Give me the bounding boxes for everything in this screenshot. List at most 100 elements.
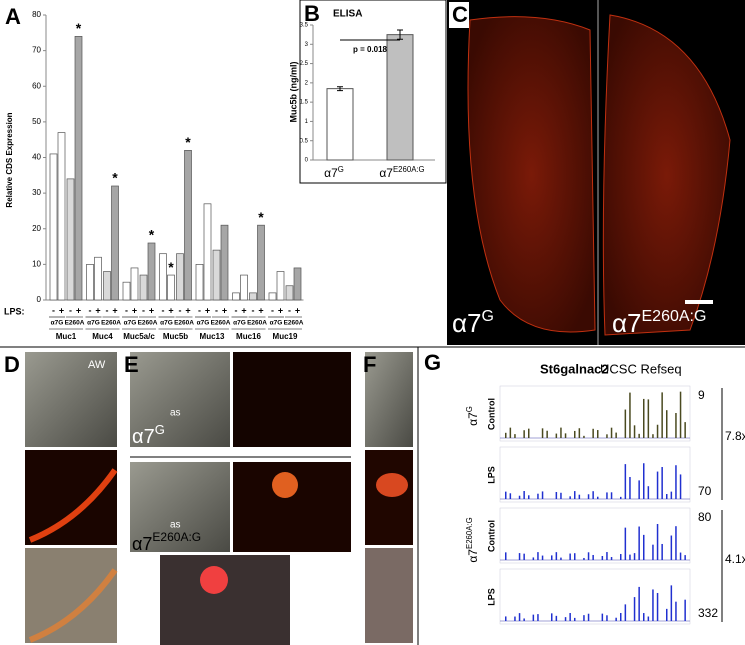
coverage bbox=[546, 430, 548, 438]
bar bbox=[249, 292, 257, 301]
condition-label: Control bbox=[486, 398, 496, 430]
condition-label: Control bbox=[486, 520, 496, 552]
group-label: E260A bbox=[284, 320, 304, 327]
coverage bbox=[633, 597, 636, 621]
lps-sign: - bbox=[162, 305, 165, 315]
coverage bbox=[633, 425, 636, 438]
coverage bbox=[661, 467, 663, 499]
significance: * bbox=[112, 170, 118, 186]
panel-letter: C bbox=[452, 2, 468, 27]
group-label: E260A bbox=[101, 320, 121, 327]
panel-letter: G bbox=[424, 350, 441, 375]
group-label: E260A bbox=[65, 320, 85, 327]
coverage bbox=[647, 486, 650, 499]
x-tick-label: Muc13 bbox=[200, 332, 225, 341]
coverage bbox=[624, 527, 627, 560]
lumen-label: as bbox=[170, 408, 181, 419]
lps-sign: + bbox=[185, 305, 190, 315]
coverage bbox=[652, 434, 654, 438]
genotype-label: α7E260A:G bbox=[612, 308, 706, 338]
lps-sign: + bbox=[112, 305, 117, 315]
lumen-label: AW bbox=[88, 359, 106, 371]
coverage bbox=[514, 616, 516, 621]
lps-sign: - bbox=[288, 305, 291, 315]
lps-sign: - bbox=[125, 305, 128, 315]
coverage bbox=[518, 495, 521, 499]
bar bbox=[94, 256, 102, 301]
group-label: α7G bbox=[124, 320, 137, 327]
coverage bbox=[569, 553, 571, 560]
y-tick-label: 0 bbox=[305, 158, 309, 164]
label-sup: G bbox=[465, 406, 474, 412]
bar bbox=[293, 267, 302, 301]
coverage bbox=[532, 614, 535, 621]
coverage bbox=[601, 555, 604, 560]
coverage bbox=[574, 617, 576, 621]
bar bbox=[326, 88, 354, 161]
coverage bbox=[624, 409, 627, 438]
coverage bbox=[518, 613, 521, 621]
e-phase bbox=[130, 462, 230, 552]
coverage bbox=[592, 554, 594, 560]
genotype-label: α7E260A:G bbox=[132, 530, 201, 554]
e-merge bbox=[160, 555, 290, 645]
coverage bbox=[684, 555, 686, 560]
y-tick-label: 2 bbox=[305, 80, 309, 86]
lps-sign: + bbox=[59, 305, 64, 315]
y-tick-label: 1.5 bbox=[300, 100, 309, 106]
coverage bbox=[560, 557, 562, 560]
lps-sign: + bbox=[241, 305, 246, 315]
coverage bbox=[606, 434, 608, 438]
x-tick-label: Muc5a/c bbox=[123, 332, 155, 341]
lps-sign: - bbox=[252, 305, 255, 315]
coverage bbox=[670, 535, 673, 560]
bar bbox=[195, 264, 204, 301]
coverage bbox=[615, 617, 617, 621]
lps-sign: - bbox=[215, 305, 218, 315]
chart-title: ELISA bbox=[333, 9, 362, 20]
coverage bbox=[684, 422, 686, 438]
y-tick-label: 0 bbox=[37, 295, 42, 304]
y-tick-label: 0.5 bbox=[300, 138, 309, 144]
significance: * bbox=[258, 209, 264, 225]
y-tick-label: 20 bbox=[32, 224, 41, 233]
coverage bbox=[679, 474, 682, 499]
bar bbox=[167, 274, 175, 301]
f-fluor bbox=[365, 450, 413, 545]
genotype-label: α7G bbox=[132, 422, 165, 448]
coverage bbox=[505, 491, 507, 499]
coverage bbox=[537, 552, 539, 560]
coverage bbox=[643, 463, 645, 499]
coverage bbox=[684, 599, 686, 621]
lps-sign: + bbox=[222, 305, 227, 315]
coverage bbox=[638, 480, 640, 499]
coverage bbox=[514, 434, 516, 438]
fold-label: 7.8x bbox=[725, 429, 745, 443]
coverage bbox=[606, 615, 608, 621]
coverage bbox=[574, 430, 576, 438]
d-epithelium bbox=[28, 568, 118, 643]
panel-letter: A bbox=[5, 4, 21, 29]
coverage bbox=[679, 391, 682, 438]
coverage bbox=[532, 557, 535, 560]
lps-sign: + bbox=[278, 305, 283, 315]
bar bbox=[103, 271, 111, 301]
lps-sign: + bbox=[132, 305, 137, 315]
coverage bbox=[652, 544, 654, 560]
bar bbox=[57, 132, 66, 301]
d-phase bbox=[25, 352, 117, 447]
x-tick-label: α7G bbox=[324, 165, 344, 181]
coverage bbox=[587, 613, 590, 621]
lps-sign: - bbox=[271, 305, 274, 315]
panel-letter: F bbox=[363, 352, 376, 377]
bar bbox=[268, 292, 277, 301]
coverage bbox=[587, 494, 590, 499]
coverage bbox=[523, 491, 525, 499]
coverage bbox=[592, 428, 594, 438]
coverage bbox=[610, 557, 613, 560]
significance: * bbox=[76, 20, 82, 36]
y-tick-label: 2.5 bbox=[300, 61, 309, 67]
lps-sign: - bbox=[179, 305, 182, 315]
lumen-label: as bbox=[170, 520, 181, 531]
coverage bbox=[541, 555, 544, 560]
